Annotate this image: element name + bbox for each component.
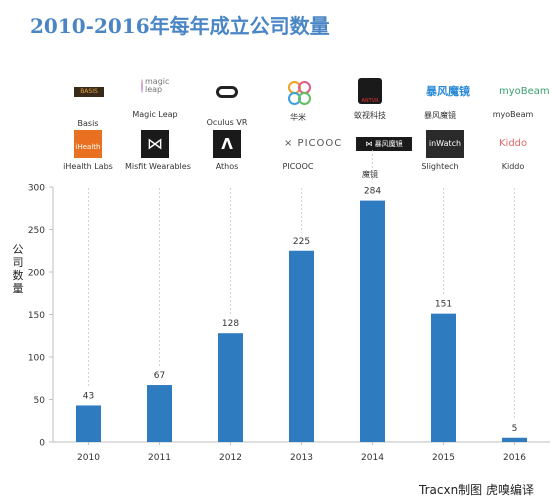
y-tick-label: 0 bbox=[39, 439, 45, 449]
misfit-logo-icon: ⋈ bbox=[141, 130, 169, 158]
company-logo: Kiddo Kiddo bbox=[483, 130, 543, 171]
company-name-label: 暴风魔镜 bbox=[424, 111, 456, 120]
company-logo: iHealth iHealth Labs bbox=[58, 130, 118, 171]
company-name-label: 蚁视科技 bbox=[354, 111, 386, 120]
company-name-label: myoBeam bbox=[492, 110, 534, 119]
y-tick-label: 150 bbox=[28, 311, 45, 321]
slightech-logo-icon: inWatch bbox=[426, 130, 464, 158]
bar bbox=[431, 313, 456, 442]
y-tick-label: 200 bbox=[28, 269, 45, 279]
athos-logo-icon: Λ bbox=[213, 130, 241, 158]
company-name-label: 魔镜 bbox=[362, 170, 378, 179]
bar-value-label: 128 bbox=[222, 319, 239, 329]
bar-value-label: 5 bbox=[512, 424, 518, 434]
oculus-logo-icon bbox=[213, 86, 241, 114]
magic-leap-logo-icon: magic leap bbox=[141, 78, 169, 106]
company-name-label: Slightech bbox=[421, 162, 459, 171]
company-name-label: Oculus VR bbox=[206, 118, 248, 127]
y-tick-label: 50 bbox=[34, 396, 46, 406]
x-tick-label: 2011 bbox=[148, 453, 171, 463]
company-name-label: iHealth Labs bbox=[63, 162, 113, 171]
x-tick-label: 2013 bbox=[290, 453, 313, 463]
company-logo: ⋈ Misfit Wearables bbox=[125, 130, 191, 171]
myobeam-logo-icon: myoBeam bbox=[499, 86, 550, 97]
company-logo: inWatch Slightech bbox=[410, 130, 470, 171]
bar bbox=[147, 385, 172, 442]
bar-value-label: 43 bbox=[83, 391, 94, 401]
company-logo: Oculus VR bbox=[197, 78, 257, 127]
x-tick-label: 2016 bbox=[503, 453, 526, 463]
kiddo-logo-icon: Kiddo bbox=[499, 138, 528, 149]
company-logo: myoBeam myoBeam bbox=[483, 78, 550, 119]
huami-logo-icon bbox=[284, 80, 312, 108]
x-tick-label: 2014 bbox=[361, 453, 384, 463]
company-logo: 暴风魔镜 暴风魔镜 bbox=[410, 78, 470, 121]
bar-value-label: 67 bbox=[154, 371, 165, 381]
bar-value-label: 225 bbox=[293, 237, 310, 247]
bar bbox=[289, 250, 314, 442]
antvr-logo-icon: ANTVR bbox=[356, 78, 384, 106]
company-name-label: Athos bbox=[215, 162, 239, 171]
page-title: 2010-2016年每年成立公司数量 bbox=[30, 14, 330, 38]
bar bbox=[502, 437, 527, 442]
company-name-label: Magic Leap bbox=[132, 110, 178, 119]
chart-source-note: Tracxn制图 虎嗅编译 bbox=[419, 483, 534, 497]
company-name-label: Misfit Wearables bbox=[125, 162, 191, 171]
company-name-label: PICOOC bbox=[282, 162, 314, 171]
y-tick-label: 300 bbox=[28, 184, 45, 194]
bar bbox=[360, 200, 385, 442]
company-logo: ⋈ 暴风魔镜魔镜 bbox=[340, 130, 412, 180]
company-logo: 华米 bbox=[268, 78, 328, 123]
ihealth-logo-icon: iHealth bbox=[74, 130, 102, 158]
company-logo: × PICOOC PICOOC bbox=[268, 130, 342, 171]
company-logo: BASIS Basis bbox=[58, 78, 118, 128]
company-name-label: 华米 bbox=[290, 113, 306, 122]
bar-value-label: 284 bbox=[364, 187, 381, 197]
x-tick-label: 2012 bbox=[219, 453, 242, 463]
company-name-label: Kiddo bbox=[501, 162, 525, 171]
mojing-logo-icon: ⋈ 暴风魔镜 bbox=[356, 137, 412, 165]
company-logo: ANTVR 蚁视科技 bbox=[340, 78, 400, 121]
y-tick-label: 100 bbox=[28, 354, 45, 364]
bar bbox=[76, 405, 101, 442]
x-tick-label: 2010 bbox=[77, 453, 100, 463]
company-name-label: Basis bbox=[77, 119, 99, 128]
company-logo: magic leap Magic Leap bbox=[125, 78, 185, 120]
bar bbox=[218, 333, 243, 442]
y-axis-label: 公司数量 bbox=[12, 243, 24, 295]
bar-value-label: 151 bbox=[435, 300, 452, 310]
company-logo: Λ Athos bbox=[197, 130, 257, 171]
x-tick-label: 2015 bbox=[432, 453, 455, 463]
basis-logo-icon: BASIS bbox=[74, 87, 104, 115]
y-tick-label: 250 bbox=[28, 226, 45, 236]
